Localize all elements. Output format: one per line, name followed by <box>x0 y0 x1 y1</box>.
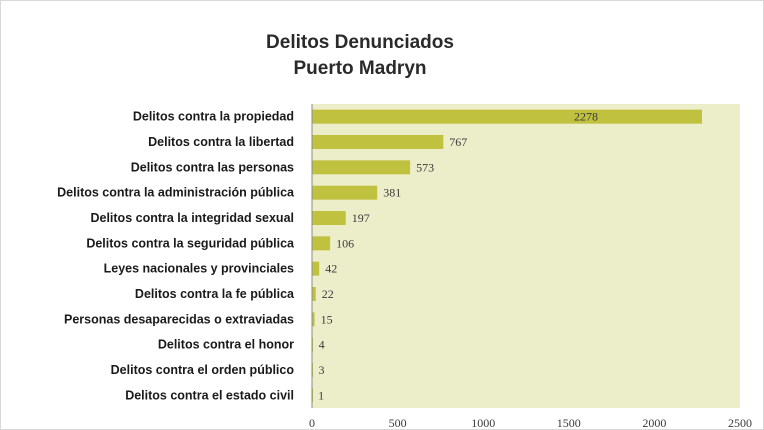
bar <box>312 211 346 225</box>
bar <box>312 287 316 301</box>
data-label: 4 <box>319 338 325 352</box>
x-tick-label: 500 <box>389 416 407 430</box>
data-label: 42 <box>325 262 337 276</box>
data-label: 2278 <box>574 110 598 124</box>
bar <box>312 135 444 149</box>
category-label: Delitos contra la administración pública <box>57 186 295 200</box>
data-label: 22 <box>322 287 334 301</box>
category-label: Delitos contra el honor <box>158 338 294 352</box>
x-tick-label: 0 <box>309 416 315 430</box>
category-label: Delitos contra las personas <box>131 160 294 174</box>
x-tick-label: 1000 <box>471 416 495 430</box>
data-label: 767 <box>449 135 467 149</box>
category-label: Personas desaparecidas o extraviadas <box>64 312 294 326</box>
data-labels-group: 2278 767 573 381 197 106 42 22 15 4 3 1 <box>318 110 598 403</box>
category-label: Delitos contra el orden público <box>111 363 295 377</box>
data-label: 1 <box>318 388 324 402</box>
data-label: 381 <box>383 186 401 200</box>
bar <box>312 236 331 251</box>
bar <box>312 109 702 124</box>
category-labels-group: Delitos contra la propiedad Delitos contr… <box>57 110 295 403</box>
chart-title: Delitos Denunciados <box>266 32 454 53</box>
category-label: Delitos contra la seguridad pública <box>86 236 295 250</box>
chart-title-block: Delitos Denunciados Puerto Madryn <box>180 30 540 82</box>
data-label: 197 <box>352 211 370 225</box>
data-label: 15 <box>321 312 333 326</box>
plot-area <box>312 104 740 408</box>
category-label: Delitos contra la fe pública <box>135 287 295 301</box>
bar <box>312 185 378 200</box>
data-label: 3 <box>319 363 325 377</box>
data-label: 106 <box>336 236 354 250</box>
category-label: Leyes nacionales y provinciales <box>104 262 294 276</box>
bar <box>312 160 411 175</box>
bar <box>312 261 320 276</box>
category-label: Delitos contra la integridad sexual <box>90 211 294 225</box>
data-label: 573 <box>416 160 434 174</box>
x-tick-label: 1500 <box>557 416 581 430</box>
chart-subtitle: Puerto Madryn <box>293 58 427 79</box>
category-label: Delitos contra la propiedad <box>133 110 294 124</box>
category-label: Delitos contra el estado civil <box>125 388 294 402</box>
category-label: Delitos contra la libertad <box>148 135 294 149</box>
x-tick-label: 2000 <box>642 416 666 430</box>
x-ticks-group: 0 500 1000 1500 2000 2500 <box>309 416 752 430</box>
bar <box>312 312 315 327</box>
x-tick-label: 2500 <box>728 416 752 430</box>
bars-group <box>312 109 702 403</box>
